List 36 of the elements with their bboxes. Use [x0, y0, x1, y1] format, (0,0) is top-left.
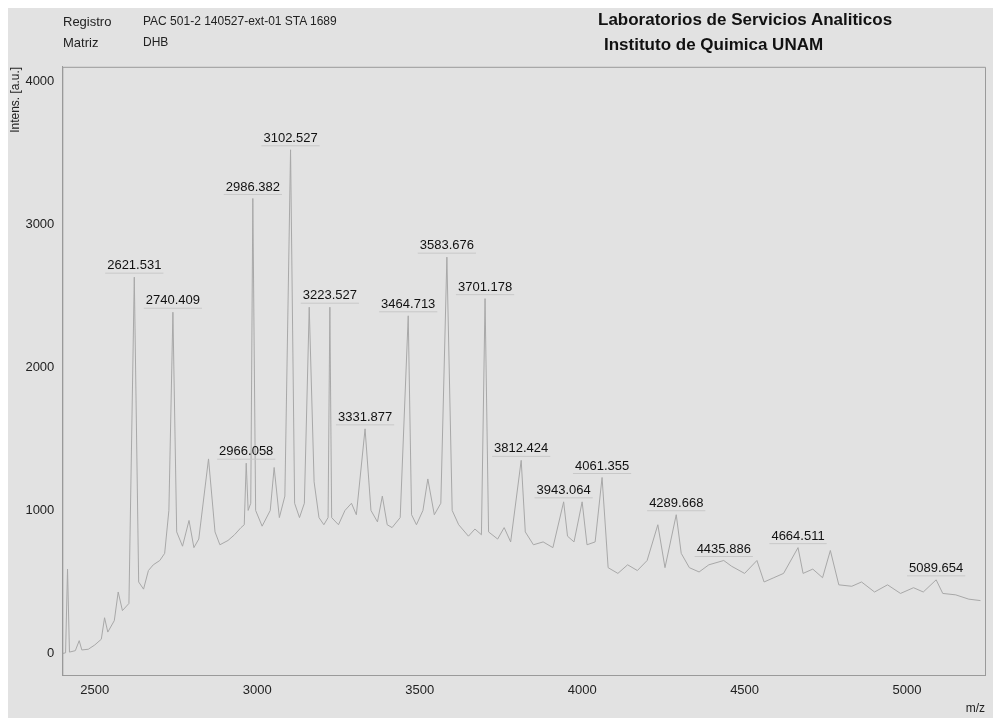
annotation: 5089.654 [909, 559, 964, 575]
annotation: 4664.511 [771, 527, 825, 543]
annotation: 3464.713 [381, 295, 436, 311]
text: DHB [143, 35, 170, 50]
annotation: 4061.355 [574, 457, 630, 473]
x-tick-label: 4000 [567, 682, 597, 698]
text: PAC 501-2 140527-ext-01 STA 1689 [143, 14, 337, 29]
annotation: 3943.064 [536, 481, 591, 497]
x-axis-title: m/z [965, 701, 985, 716]
annotation: 3102.527 [263, 129, 318, 145]
annotation: 3223.527 [302, 287, 357, 303]
y-tick-label: 0 [47, 645, 55, 661]
annotation: 2621.531 [107, 257, 162, 273]
x-tick-label: 3000 [242, 682, 272, 698]
text: Matriz [63, 35, 100, 50]
annotation: 3583.676 [419, 237, 474, 253]
annotation: 2966.058 [219, 443, 274, 459]
annotation: 3812.424 [494, 440, 549, 456]
chart-subtitle: Instituto de Quimica UNAM [604, 35, 825, 55]
x-tick-label: 2500 [80, 682, 110, 698]
annotation: 2740.409 [145, 292, 201, 308]
annotation: 4289.668 [649, 494, 704, 510]
y-tick-label: 3000 [25, 215, 55, 231]
x-tick-label: 4500 [730, 682, 760, 698]
chart-title: Laboratorios de Servicios Analiticos [598, 10, 893, 30]
annotation: 4435.886 [696, 540, 751, 556]
annotation: 3331.877 [337, 408, 393, 424]
x-tick-label: 5000 [892, 682, 922, 698]
annotation: 2986.382 [225, 178, 280, 194]
y-axis-title: Intens. [a.u.] [7, 66, 22, 133]
y-tick-label: 4000 [25, 72, 55, 88]
y-tick-label: 2000 [25, 358, 55, 374]
y-tick-label: 1000 [25, 502, 55, 518]
annotation: 3701.178 [457, 278, 513, 294]
x-tick-label: 3500 [405, 682, 435, 698]
text: Registro [63, 14, 113, 29]
